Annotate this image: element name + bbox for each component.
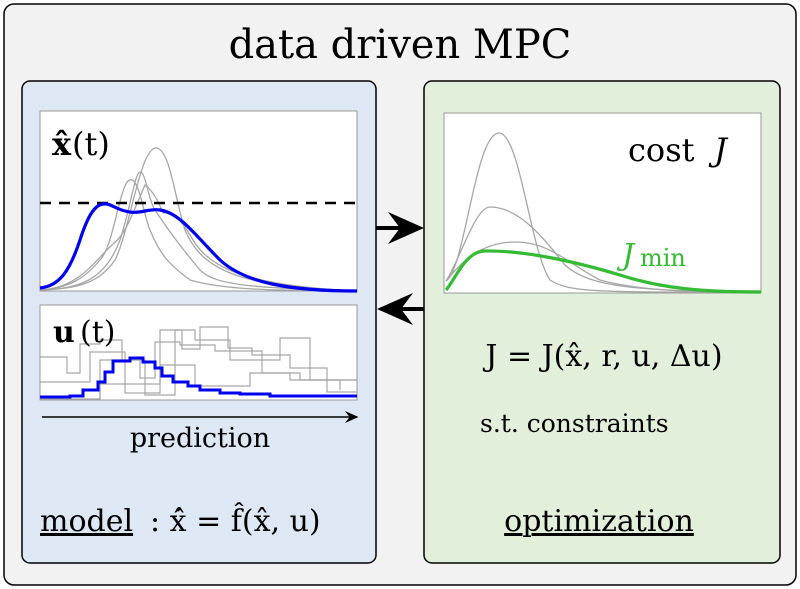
state-label-t: (t) [72,125,110,163]
model-word: model [40,504,133,539]
input-prediction-plot: u (t) [39,304,358,401]
jmin-sub: min [640,244,686,272]
predicted-state-curve [39,202,358,293]
optimization-word: optimization [504,504,694,539]
candidate-input [99,329,341,399]
candidate-curve [39,171,358,292]
input-label-t: (t) [80,315,115,350]
cost-equation: J = J(x̂, r, u, Δu) [482,339,722,374]
candidate-input [40,326,357,394]
predicted-input-curve [40,356,357,399]
prediction-label: prediction [130,423,270,454]
state-prediction-plot: x̂ (t) [39,110,358,293]
diagram-title: data driven MPC [229,22,572,68]
model-equation: : ẋ̂ = f̂(x̂, u) [150,502,321,539]
constraints-label: s.t. constraints [480,409,669,438]
optimal-cost-curve [444,249,762,294]
candidate-curve [39,147,358,292]
input-label-u: u [53,315,75,350]
candidate-input [40,339,357,381]
candidate-cost [445,132,762,293]
state-label-x: x̂ [52,125,72,163]
cost-label: cost [628,131,695,169]
cost-symbol: J [708,131,729,169]
cost-plot: cost J J min [443,112,762,294]
